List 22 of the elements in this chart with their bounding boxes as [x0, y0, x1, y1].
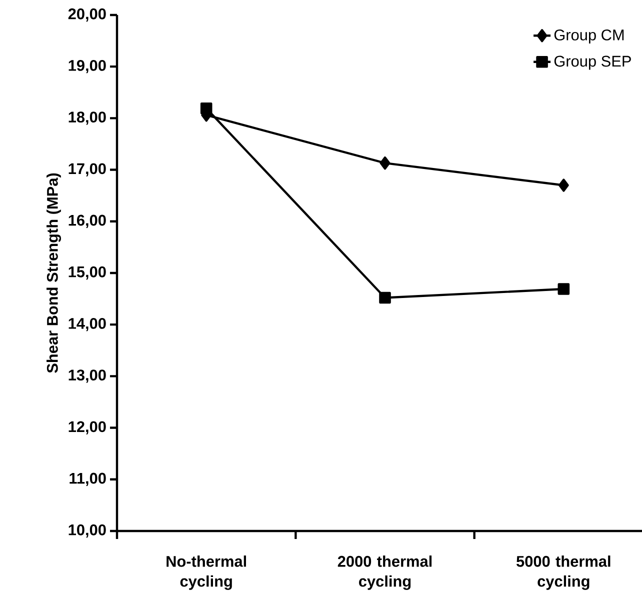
point — [558, 283, 570, 295]
y-tick-label: 14,00 — [68, 318, 106, 332]
y-tick-label: 16,00 — [68, 214, 106, 228]
y-tick-label: 15,00 — [68, 266, 106, 280]
y-tick-label: 20,00 — [68, 8, 106, 22]
y-tick-label: 13,00 — [68, 370, 106, 383]
y-tick-label: 17,00 — [68, 163, 106, 176]
y-tick-label: 12,00 — [68, 421, 106, 434]
y-axis-title: Shear Bond Strength (MPa) — [46, 173, 61, 373]
y-tick-label: 10,00 — [68, 524, 106, 538]
point — [379, 292, 391, 304]
x-tick-label: 2000 thermal cycling — [338, 556, 432, 590]
legend-label: Group CM — [554, 29, 624, 44]
legend-label: Group SEP — [554, 56, 631, 70]
y-tick-label: 19,00 — [68, 60, 106, 74]
y-tick-label: 18,00 — [68, 112, 106, 125]
x-tick-label: No-thermal cycling — [166, 556, 246, 590]
x-tick-label: 5000 thermal cycling — [516, 556, 610, 590]
y-tick-label: 11,00 — [70, 472, 106, 486]
point — [558, 178, 569, 192]
point — [200, 102, 212, 114]
point — [380, 156, 390, 170]
